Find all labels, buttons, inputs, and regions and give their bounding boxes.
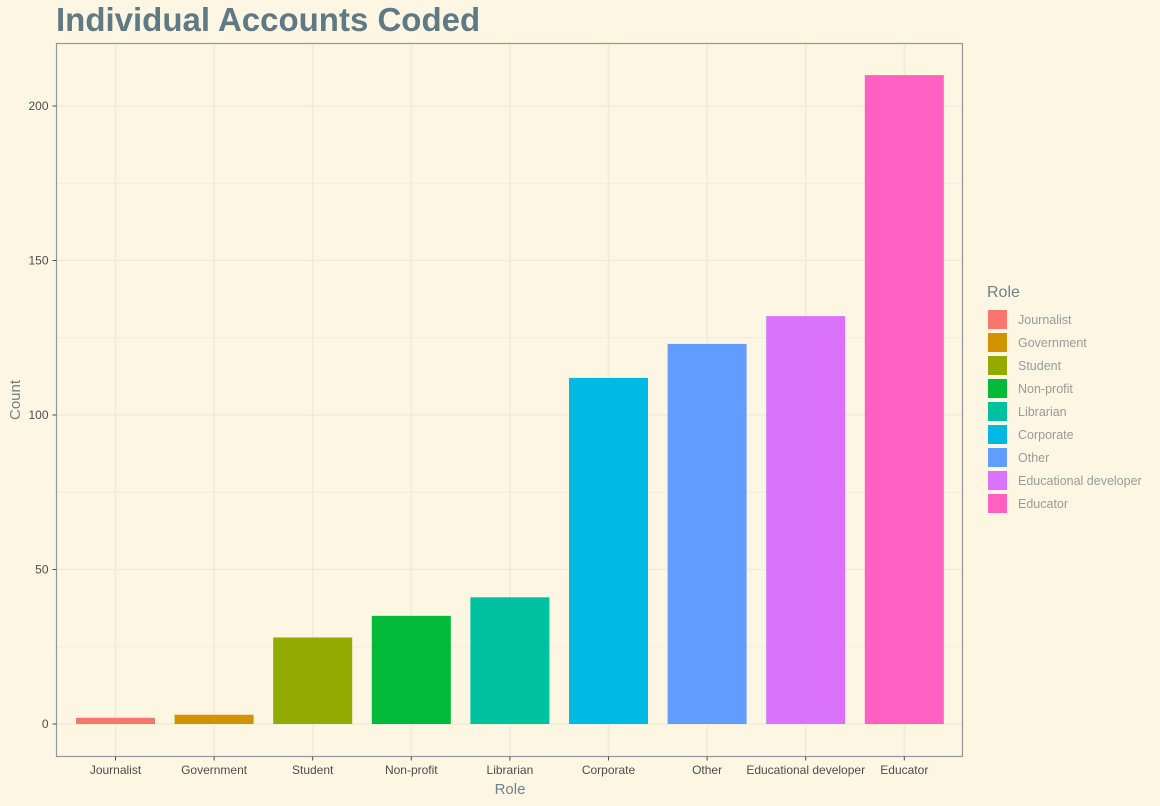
- bar-librarian: [470, 597, 550, 724]
- legend-label: Educator: [1018, 496, 1069, 511]
- y-axis-ticks: 0 50 100 150 200: [28, 99, 57, 731]
- bar-educational-developer: [766, 316, 846, 724]
- x-tick-label: Journalist: [90, 763, 142, 777]
- x-axis-ticks: Journalist Government Student Non-profit Lib…: [90, 756, 928, 777]
- legend-label: Student: [1018, 358, 1062, 373]
- legend: Role Journalist Government Student Non-prof…: [987, 282, 1142, 515]
- bar-non-profit: [371, 615, 451, 724]
- legend-item: Educator: [987, 492, 1142, 515]
- y-tick-label: 100: [28, 408, 48, 422]
- legend-label: Other: [1018, 450, 1050, 465]
- legend-swatch: [987, 493, 1008, 514]
- legend-swatch: [987, 355, 1008, 376]
- bar-journalist: [76, 717, 155, 724]
- y-tick-label: 150: [28, 254, 48, 268]
- x-tick-label: Student: [292, 763, 334, 777]
- bars: [76, 75, 944, 725]
- chart-title: Individual Accounts Coded: [56, 1, 481, 38]
- legend-swatch: [987, 447, 1008, 468]
- legend-items: Journalist Government Student Non-profit Lib…: [987, 308, 1142, 515]
- legend-item: Corporate: [987, 423, 1142, 446]
- legend-item: Educational developer: [987, 469, 1142, 492]
- legend-swatch: [987, 470, 1008, 491]
- legend-swatch: [987, 378, 1008, 399]
- legend-label: Librarian: [1018, 404, 1067, 419]
- y-tick-label: 0: [42, 717, 49, 731]
- legend-item: Other: [987, 446, 1142, 469]
- x-tick-label: Educator: [880, 763, 928, 777]
- legend-title: Role: [987, 284, 1020, 301]
- bar-government: [174, 714, 254, 724]
- x-tick-label: Government: [181, 763, 248, 777]
- x-tick-label: Corporate: [582, 763, 636, 777]
- x-tick-label: Non-profit: [385, 763, 438, 777]
- bar-educator: [864, 75, 944, 725]
- legend-swatch: [987, 309, 1008, 330]
- y-tick-label: 200: [28, 99, 48, 113]
- legend-item: Government: [987, 331, 1142, 354]
- legend-label: Government: [1018, 335, 1087, 350]
- legend-item: Journalist: [987, 308, 1142, 331]
- legend-label: Educational developer: [1018, 473, 1142, 488]
- legend-item: Librarian: [987, 400, 1142, 423]
- x-axis-title: Role: [495, 781, 526, 798]
- legend-label: Journalist: [1018, 312, 1072, 327]
- y-tick-label: 50: [35, 563, 49, 577]
- legend-swatch: [987, 401, 1008, 422]
- bar-student: [273, 637, 353, 724]
- legend-label: Corporate: [1018, 427, 1074, 442]
- legend-item: Non-profit: [987, 377, 1142, 400]
- x-tick-label: Other: [692, 763, 722, 777]
- legend-label: Non-profit: [1018, 381, 1073, 396]
- legend-item: Student: [987, 354, 1142, 377]
- y-axis-title: Count: [7, 379, 24, 420]
- x-tick-label: Librarian: [487, 763, 534, 777]
- bar-corporate: [569, 377, 648, 724]
- legend-swatch: [987, 424, 1008, 445]
- legend-swatch: [987, 332, 1008, 353]
- x-tick-label: Educational developer: [746, 763, 865, 777]
- bar-other: [667, 343, 747, 724]
